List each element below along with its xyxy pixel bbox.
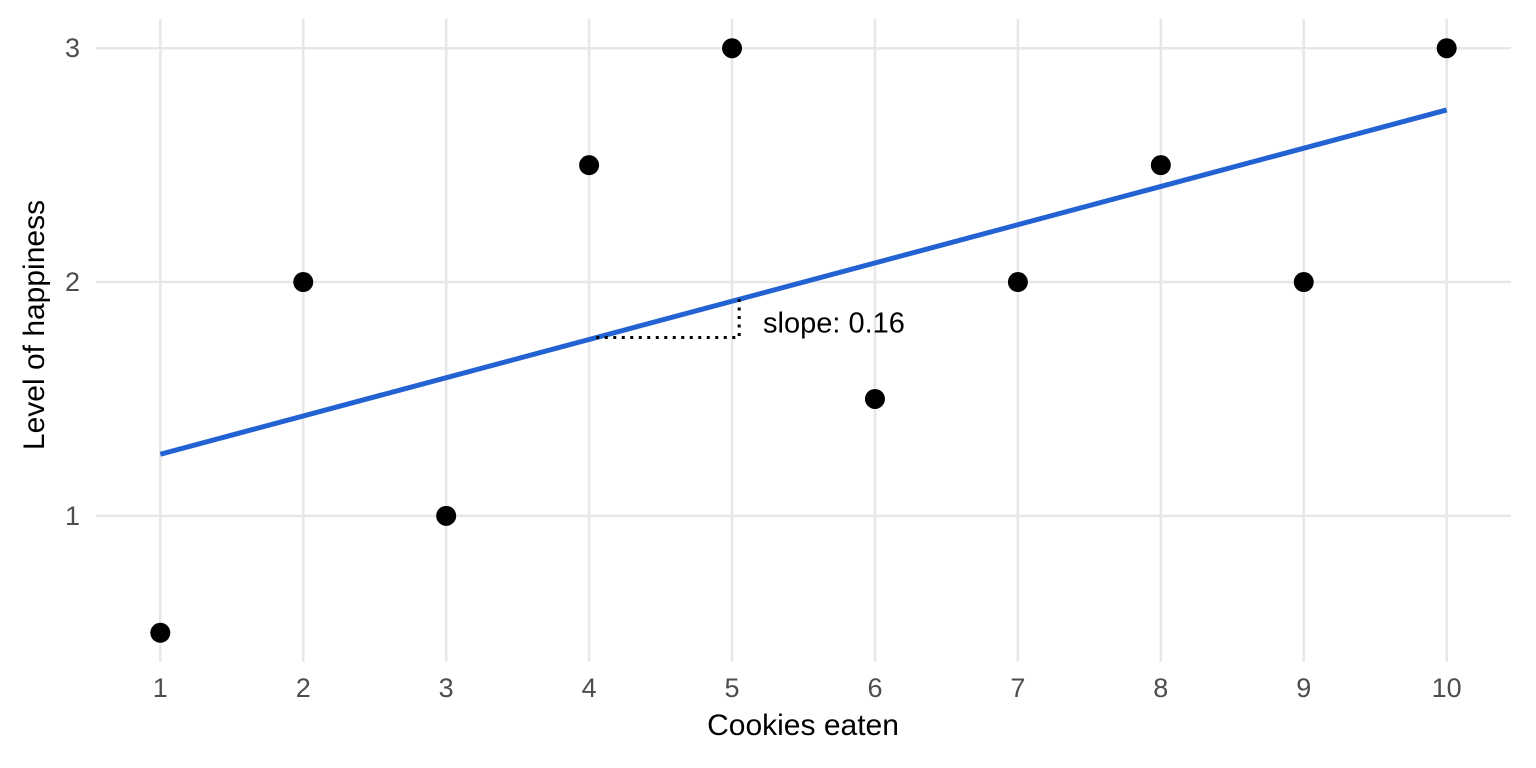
data-points: [150, 38, 1457, 643]
x-tick-label: 5: [725, 673, 740, 703]
data-point: [1436, 38, 1457, 59]
data-point: [1293, 272, 1314, 293]
x-axis-title: Cookies eaten: [707, 709, 899, 742]
x-tick-labels: 1 2 3 4 5 6 7 8 9 10: [153, 673, 1462, 703]
y-tick-label: 1: [65, 501, 80, 531]
x-tick-label: 9: [1296, 673, 1311, 703]
y-tick-label: 3: [65, 33, 80, 63]
regression-line-group: [159, 107, 1448, 457]
data-point: [579, 155, 600, 176]
regression-line: [159, 107, 1448, 457]
slope-annotation-label: slope: 0.16: [763, 307, 905, 340]
data-point: [436, 505, 457, 526]
x-tick-label: 4: [582, 673, 597, 703]
x-tick-label: 1: [153, 673, 168, 703]
data-point: [150, 622, 171, 643]
data-point: [722, 38, 743, 59]
x-tick-label: 8: [1153, 673, 1168, 703]
y-axis-title: Level of happiness: [18, 199, 51, 451]
x-tick-label: 3: [439, 673, 454, 703]
gridlines: [96, 19, 1511, 662]
data-point: [864, 388, 885, 409]
x-tick-label: 2: [296, 673, 311, 703]
x-tick-label: 6: [867, 673, 882, 703]
y-tick-labels: 1 2 3: [65, 33, 80, 531]
data-point: [1007, 272, 1028, 293]
data-point: [293, 272, 314, 293]
y-tick-label: 2: [65, 267, 80, 297]
data-point: [1150, 155, 1171, 176]
x-tick-label: 10: [1432, 673, 1462, 703]
x-tick-label: 7: [1010, 673, 1025, 703]
